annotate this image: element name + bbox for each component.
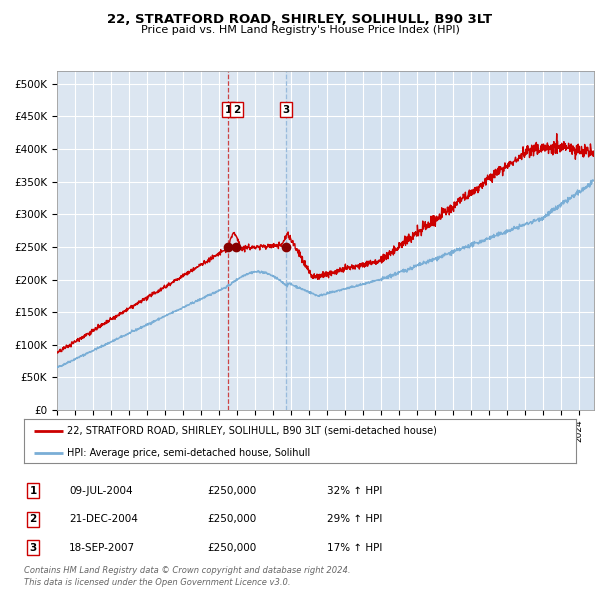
Text: 3: 3 [29,543,37,552]
Bar [286,71,594,410]
Text: 21-DEC-2004: 21-DEC-2004 [69,514,138,524]
Text: 17% ↑ HPI: 17% ↑ HPI [327,543,382,552]
Text: 3: 3 [283,105,290,115]
Text: 29% ↑ HPI: 29% ↑ HPI [327,514,382,524]
Text: Price paid vs. HM Land Registry's House Price Index (HPI): Price paid vs. HM Land Registry's House … [140,25,460,35]
Text: 2: 2 [233,105,240,115]
Text: £250,000: £250,000 [207,543,256,552]
Text: 1: 1 [225,105,232,115]
Text: 22, STRATFORD ROAD, SHIRLEY, SOLIHULL, B90 3LT: 22, STRATFORD ROAD, SHIRLEY, SOLIHULL, B… [107,13,493,26]
Text: 2: 2 [29,514,37,524]
Text: £250,000: £250,000 [207,486,256,496]
Text: £250,000: £250,000 [207,514,256,524]
Text: 32% ↑ HPI: 32% ↑ HPI [327,486,382,496]
Text: 18-SEP-2007: 18-SEP-2007 [69,543,135,552]
Text: HPI: Average price, semi-detached house, Solihull: HPI: Average price, semi-detached house,… [67,448,310,458]
Text: 1: 1 [29,486,37,496]
Text: 22, STRATFORD ROAD, SHIRLEY, SOLIHULL, B90 3LT (semi-detached house): 22, STRATFORD ROAD, SHIRLEY, SOLIHULL, B… [67,426,437,436]
Text: Contains HM Land Registry data © Crown copyright and database right 2024.
This d: Contains HM Land Registry data © Crown c… [24,566,350,587]
Text: 09-JUL-2004: 09-JUL-2004 [69,486,133,496]
